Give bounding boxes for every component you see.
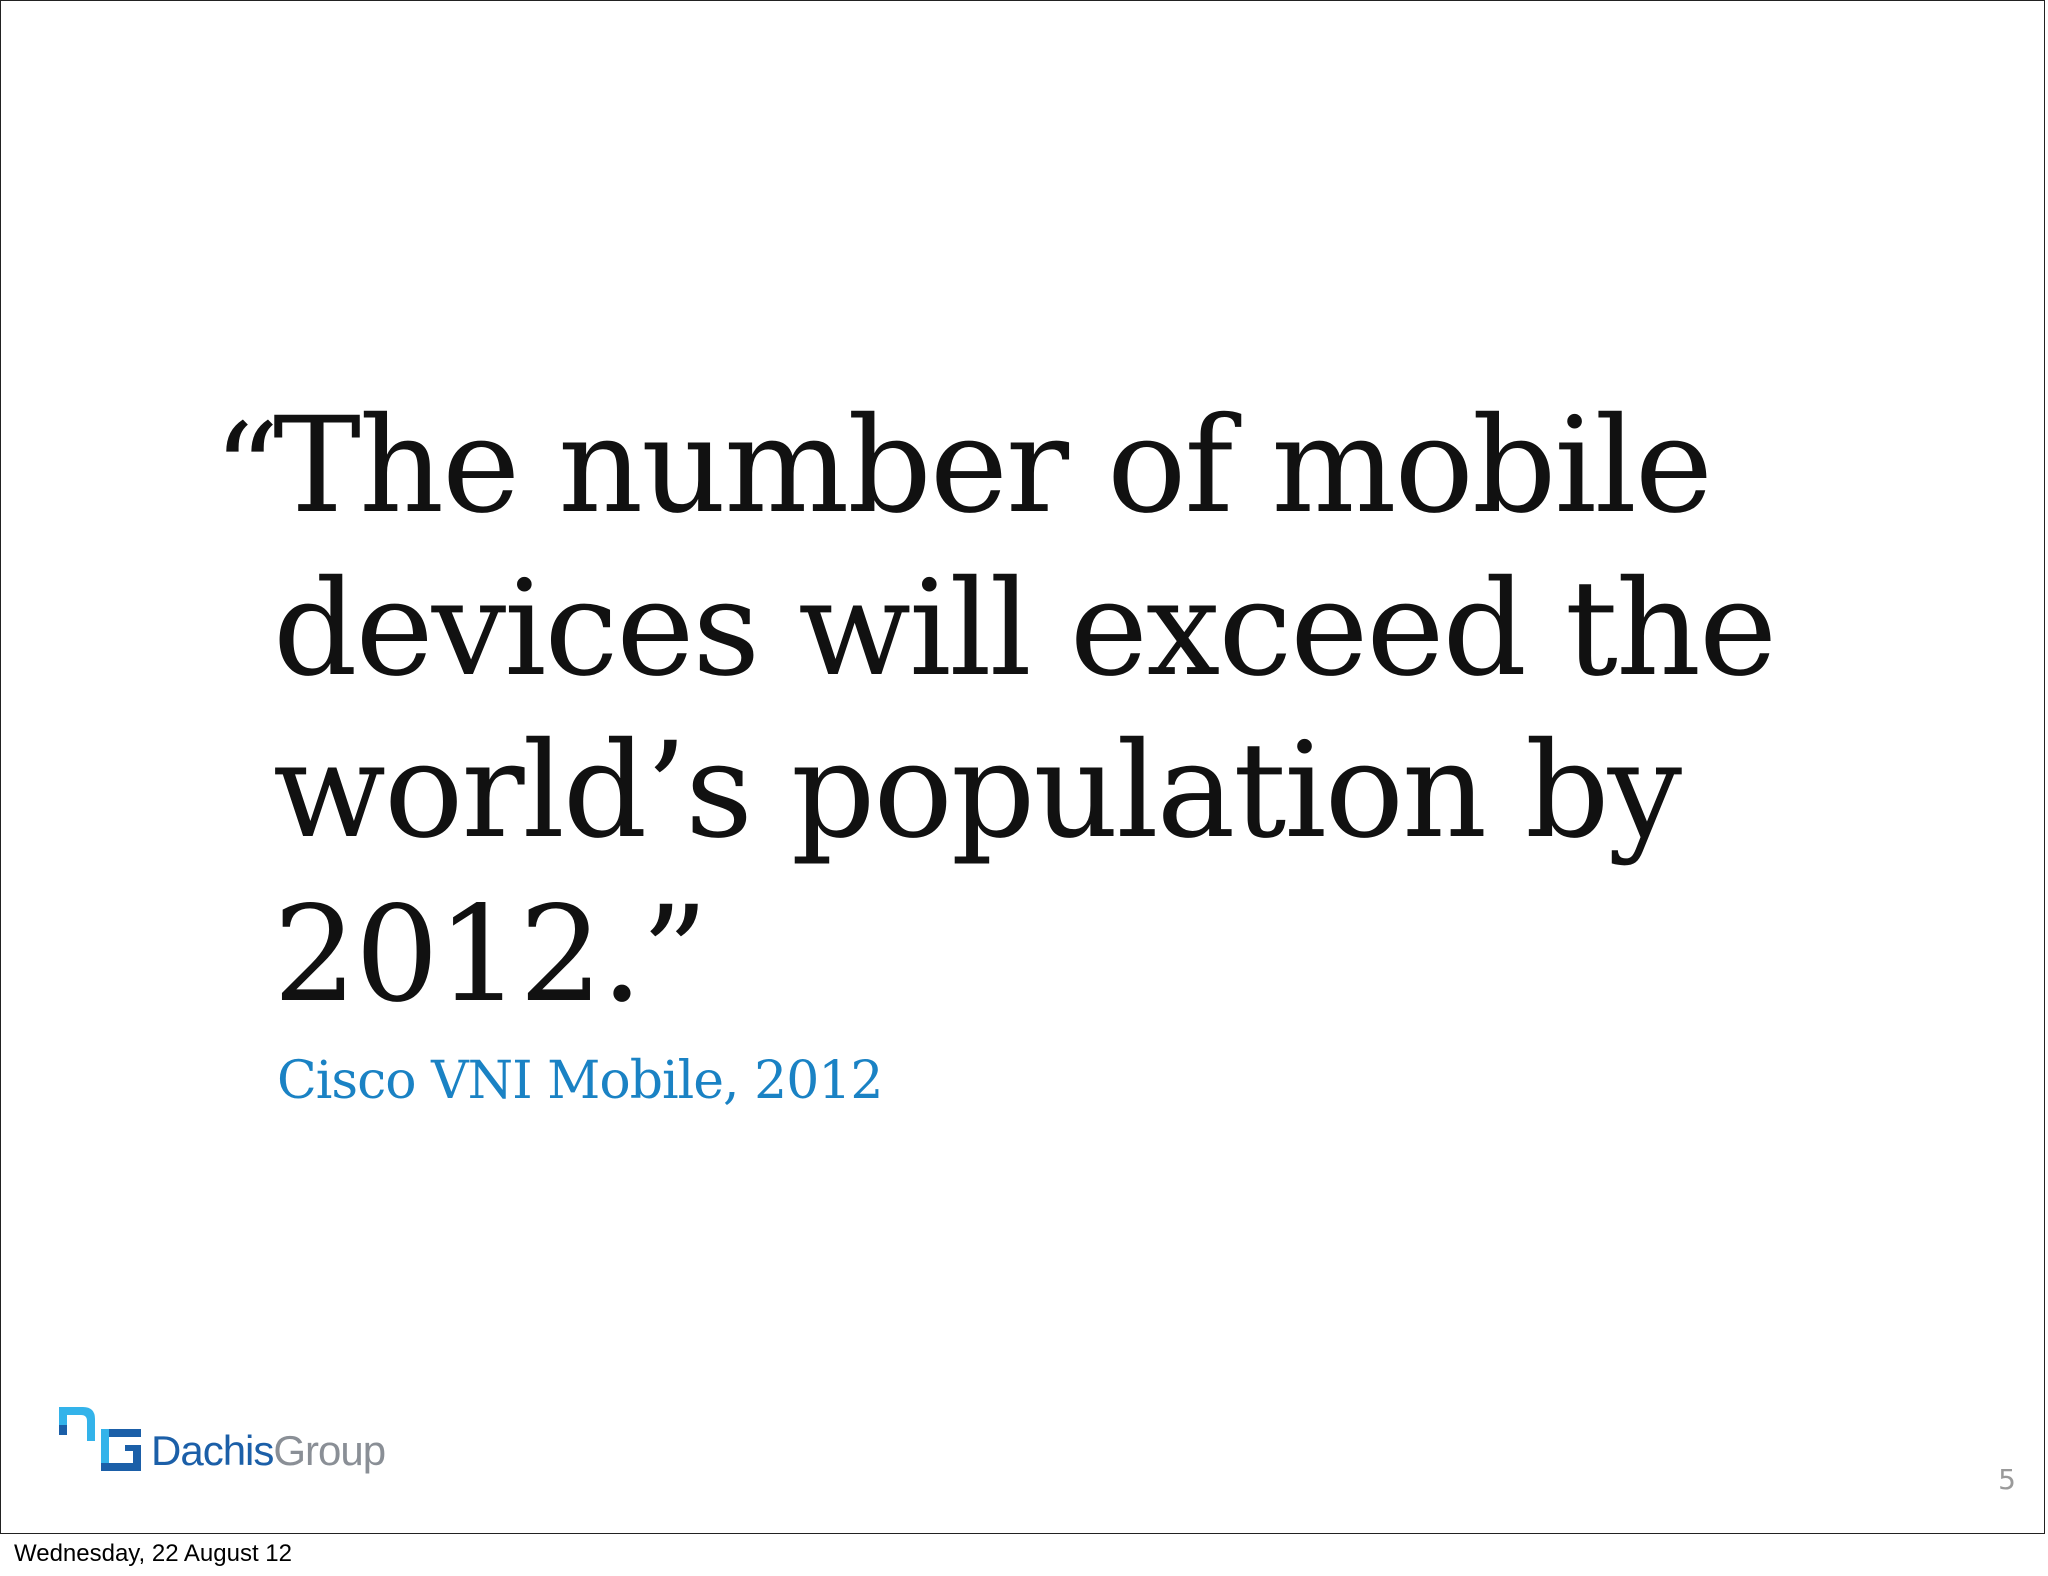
quote-line-3: world’s population by <box>273 714 1682 868</box>
logo-text-dachis: Dachis <box>151 1427 274 1474</box>
quote-line-4: 2012.” <box>273 878 708 1032</box>
quote-attribution: Cisco VNI Mobile, 2012 <box>277 1051 883 1111</box>
slide: “ The number of mobile devices will exce… <box>0 0 2045 1534</box>
dachis-group-wordmark: DachisGroup <box>151 1427 386 1475</box>
logo-text-group: Group <box>273 1427 386 1474</box>
quote-line-1: The number of mobile <box>273 389 1713 543</box>
footer-date: Wednesday, 22 August 12 <box>14 1540 292 1567</box>
dachis-group-logo-icon <box>57 1401 145 1481</box>
page-number: 5 <box>1998 1463 2016 1496</box>
open-quote-mark: “ <box>213 395 280 547</box>
quote-line-2: devices will exceed the <box>273 552 1777 706</box>
dachis-group-logo: DachisGroup <box>57 1401 386 1481</box>
